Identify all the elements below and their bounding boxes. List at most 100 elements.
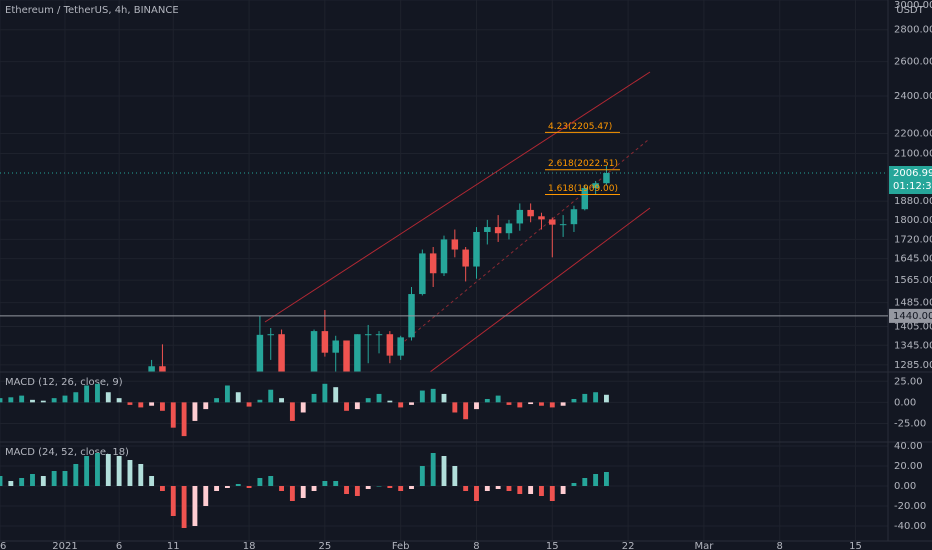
histogram-bar [474,402,479,410]
histogram-bar [430,453,436,486]
histogram-bar [571,483,577,486]
histogram-bar [549,486,555,501]
last-price-bg [889,166,932,195]
candle-body [451,239,459,250]
histogram-bar [51,398,57,403]
candle-body [603,173,610,184]
fib-label: 2.618(2022.51) [548,159,618,169]
indicator-title: MACD (12, 26, close, 9) [5,377,123,388]
y-tick-label: 0.00 [894,397,916,408]
x-tick-label: 18 [243,541,256,550]
histogram-bar [517,486,523,494]
x-tick-label: 8 [473,541,479,550]
candle-body [364,334,372,336]
histogram-bar [300,402,306,413]
indicator-panes: MACD (12, 26, close, 9) MACD (24, 52, clo… [0,377,609,528]
histogram-bar [365,398,371,403]
histogram-bar [181,402,187,437]
x-tick-label: Feb [392,541,410,550]
y-tick-label: 2400.00 [894,91,932,102]
histogram-bar [484,398,490,403]
histogram-bar [279,486,284,491]
candle-body [267,334,274,336]
y-tick-label: 1720.00 [894,234,932,245]
histogram-bar [203,486,209,506]
y-tick-label: 3000.00 [894,0,932,11]
histogram-bar [235,392,241,403]
x-tick-label: 2021 [52,541,77,550]
candle-body [549,219,556,225]
candle-body [592,183,599,189]
candle-body [256,334,264,372]
histogram-bar [387,400,393,403]
candle-body [559,224,567,226]
y-tick-label: 1345.00 [894,340,932,351]
y-tick-label: 1880.00 [894,196,932,207]
candle-body [397,337,404,356]
candle-body [386,334,394,356]
histogram-bar [354,402,360,410]
currency-label: USDT [896,5,924,16]
histogram-bar [452,466,458,486]
candle-body [473,231,480,267]
histogram-bar [452,402,458,413]
histogram-bar [160,486,165,491]
price-pane [148,165,610,372]
histogram-bar [214,398,220,403]
histogram-bar [246,486,252,488]
histogram-bar [593,392,599,403]
histogram-bar [192,402,198,421]
histogram-bar [430,388,436,403]
histogram-bar [289,486,295,501]
histogram-bar [463,402,469,420]
histogram-bar [604,472,609,486]
candle-body [505,223,513,234]
histogram-bar [105,454,111,486]
channel-lower [429,207,651,372]
y-tick-label: 40.00 [894,441,923,452]
histogram-bar [138,402,144,408]
histogram-bar [214,486,220,491]
candle-body [310,331,318,372]
histogram-bar [344,486,349,494]
horizontal-line-label: 1440.00 [893,311,932,322]
histogram-bar [604,394,609,403]
y-tick-label: 1645.00 [894,254,932,265]
histogram-bar [398,486,404,491]
y-tick-label: -20.00 [894,501,926,512]
histogram-bar [506,486,512,491]
candle-body [148,366,155,372]
candle-body [484,227,491,232]
histogram-bar [463,486,469,491]
chart-title: Ethereum / TetherUS, 4h, BINANCE [5,5,179,16]
histogram-bar [365,486,371,489]
histogram-bar [268,389,274,403]
candle-body [527,209,534,217]
histogram-bar [333,387,339,403]
y-tick-label: 0.00 [894,481,916,492]
histogram-bar [279,398,284,403]
histogram-bar [73,464,79,486]
histogram-bar [138,464,144,486]
histogram-bar [322,383,328,403]
histogram-bar [257,478,263,486]
channel-upper [264,71,651,323]
candle-body [494,227,502,234]
histogram-bar [311,393,317,403]
histogram-bar [441,456,447,486]
histogram-bar [105,392,111,403]
histogram-bar [160,402,165,411]
histogram-bar [517,402,523,408]
histogram-bar [344,402,349,411]
histogram-bar [170,486,176,516]
candle-body [516,209,524,224]
histogram-bar [30,399,35,403]
histogram-bar [376,486,382,487]
histogram-bar [560,486,566,494]
histogram-bar [549,402,555,408]
y-tick-label: 1485.00 [894,298,932,309]
x-tick-label: 22 [622,541,635,550]
horizontal-line-label-bg [889,308,932,323]
